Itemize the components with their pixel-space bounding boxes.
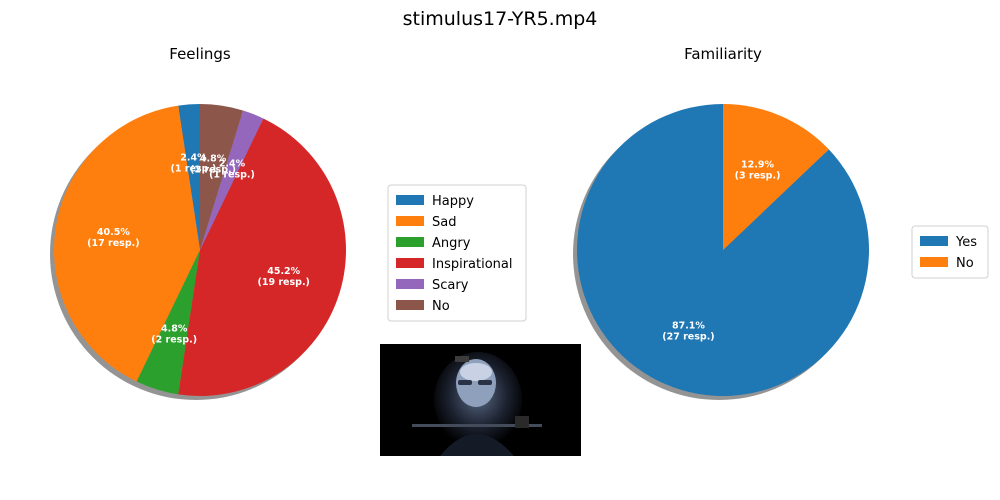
feelings-pie-chart: Feelings 2.4% (1 resp.) 40.5% (17 resp.) 4.8%…	[50, 45, 346, 400]
feelings-slice-inspirational	[178, 118, 346, 396]
familiarity-pie-chart: Familiarity 87.1% (27 resp.) 12.9% (3 resp.)	[573, 45, 869, 400]
feelings-slice-sad	[54, 105, 200, 382]
feelings-chart-title: Feelings	[169, 45, 231, 63]
feelings-slice-label-angry: 4.8% (2 resp.)	[151, 324, 197, 346]
familiarity-legend-frame	[911, 225, 989, 279]
feelings-legend-label-angry: Angry	[432, 236, 471, 251]
familiarity-legend-swatch-no	[920, 257, 948, 267]
familiarity-legend-label-yes: Yes	[955, 235, 977, 250]
feelings-legend-label-no: No	[432, 299, 450, 314]
feelings-legend-label-happy: Happy	[432, 194, 474, 209]
familiarity-legend-swatch-yes	[920, 236, 948, 246]
feelings-slice-label-scary: 2.4% (1 resp.)	[209, 158, 255, 180]
figure-title: stimulus17-YR5.mp4	[403, 8, 598, 30]
feelings-slice-angry	[136, 250, 200, 395]
feelings-legend-label-scary: Scary	[432, 278, 469, 293]
familiarity-slice-label-yes: 87.1% (27 resp.)	[662, 321, 714, 343]
familiarity-slice-label-no: 12.9% (3 resp.)	[735, 159, 781, 181]
familiarity-chart-title: Familiarity	[684, 45, 762, 63]
feelings-slice-happy	[178, 104, 200, 250]
feelings-legend-label-sad: Sad	[432, 215, 456, 230]
feelings-legend-swatch-angry	[396, 237, 424, 247]
feelings-legend-swatch-sad	[396, 216, 424, 226]
feelings-legend-swatch-inspirational	[396, 258, 424, 268]
familiarity-legend: Yes No	[911, 225, 989, 279]
feelings-legend: Happy Sad Angry Inspirational Scary No	[387, 184, 527, 322]
feelings-slice-label-inspirational: 45.2% (19 resp.)	[258, 266, 310, 288]
feelings-slice-no	[200, 104, 244, 250]
feelings-slice-label-sad: 40.5% (17 resp.)	[87, 227, 139, 249]
feelings-legend-label-inspirational: Inspirational	[432, 257, 513, 272]
video-thumbnail	[380, 344, 581, 456]
feelings-legend-swatch-happy	[396, 195, 424, 205]
feelings-slice-label-happy: 2.4% (1 resp.)	[171, 153, 217, 175]
feelings-legend-swatch-no	[396, 300, 424, 310]
feelings-slice-scary	[200, 110, 264, 250]
feelings-legend-swatch-scary	[396, 279, 424, 289]
familiarity-legend-label-no: No	[956, 256, 974, 271]
feelings-slice-label-no: 4.8% (2 resp.)	[190, 153, 236, 175]
familiarity-slice-no	[723, 104, 829, 250]
